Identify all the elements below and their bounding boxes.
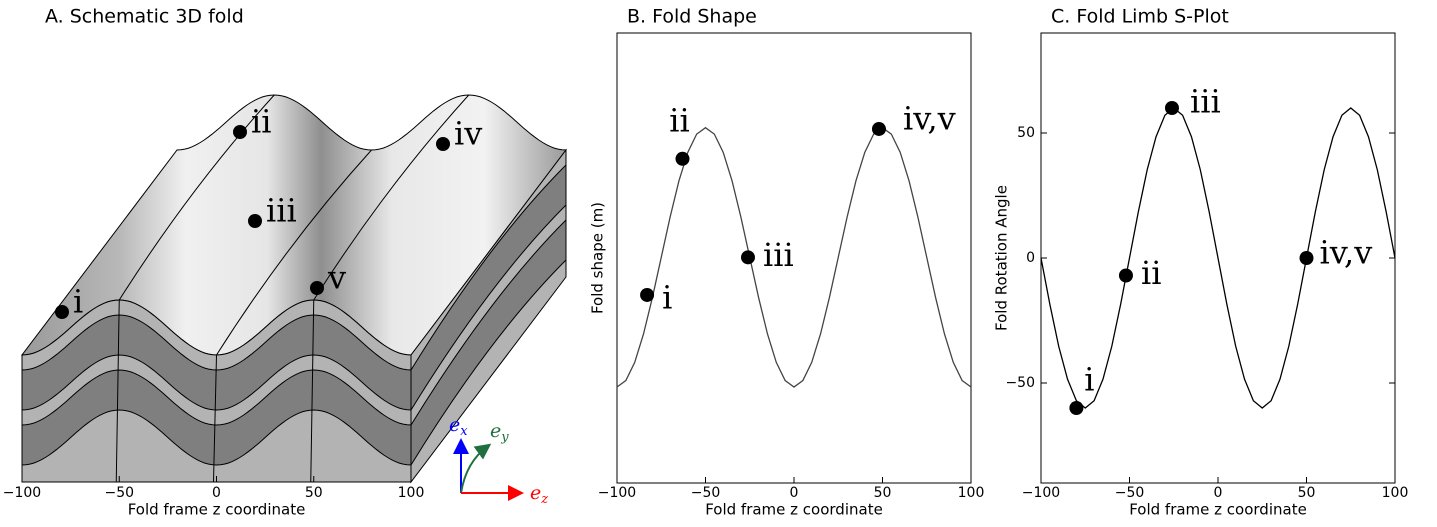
data-line [1040, 107, 1396, 409]
x-tick-label: 50 [1298, 485, 1316, 501]
point-marker [1299, 251, 1314, 265]
x-tick-label: 50 [874, 485, 892, 501]
x-axis-label: Fold frame z coordinate [1129, 501, 1307, 519]
point-label: iii [763, 236, 794, 274]
point-label: i [662, 278, 672, 316]
panel-title: C. Fold Limb S-Plot [1051, 6, 1229, 28]
hinge-line [118, 94, 275, 301]
point-label: ii [669, 101, 689, 139]
point-label: v [327, 259, 346, 297]
frame-subscript: x [460, 424, 468, 439]
fold-front-layer [21, 314, 412, 411]
frame-label: ey [490, 420, 509, 445]
point-marker [740, 250, 755, 265]
x-tick-label: −50 [691, 485, 721, 501]
point-label: iv,v [1320, 234, 1373, 272]
schematic-fold [20, 94, 567, 484]
frame-arrow-y [460, 443, 492, 494]
x-tick-label: −100 [3, 485, 41, 501]
point-label: i [1084, 361, 1094, 399]
point-label: i [73, 283, 83, 321]
point-marker [436, 137, 450, 151]
panel-title: A. Schematic 3D fold [45, 6, 244, 28]
hinge-line [216, 149, 372, 356]
x-tick-label: −50 [104, 485, 134, 501]
hinge-line [313, 94, 470, 301]
point-marker [640, 287, 655, 302]
panel-title: B. Fold Shape [627, 6, 757, 28]
x-tick-label: 50 [305, 485, 323, 501]
front-hinge-line [213, 354, 217, 483]
point-marker [1069, 401, 1084, 415]
point-marker [675, 151, 690, 166]
point-label: ii [251, 103, 271, 141]
point-marker [310, 281, 324, 295]
y-axis-label: Fold shape (m) [589, 202, 607, 314]
fold-front-layer [21, 369, 412, 466]
point-label: iii [266, 192, 297, 230]
frame-subscript: y [500, 430, 509, 445]
x-tick-label: −50 [1115, 485, 1145, 501]
fold-right-layer [410, 163, 567, 412]
x-axis-label: Fold frame z coordinate [705, 501, 883, 519]
y-axis-label: Fold Rotation Angle [993, 185, 1011, 331]
front-hinge-line [115, 299, 120, 483]
x-axis-label: Fold frame z coordinate [128, 501, 306, 519]
y-tick-label: −50 [1005, 375, 1035, 391]
point-label: iv [454, 115, 482, 153]
point-label: iv,v [903, 99, 956, 137]
data-line [616, 126, 972, 388]
point-label: iii [1190, 83, 1221, 121]
x-tick-label: 100 [1382, 485, 1409, 501]
y-tick-label: 0 [1026, 250, 1035, 266]
x-tick-label: 0 [212, 485, 221, 501]
frame-subscript: z [540, 492, 548, 507]
front-hinge-line [310, 299, 315, 483]
point-label: ii [1141, 254, 1161, 292]
frame-symbol: e [490, 420, 501, 442]
y-tick-label: 50 [1017, 125, 1035, 141]
point-marker [871, 121, 886, 136]
fold-right-layer [410, 218, 567, 467]
x-tick-label: 100 [958, 485, 985, 501]
x-tick-label: 0 [1214, 485, 1223, 501]
point-marker [1118, 268, 1133, 283]
x-tick-label: −100 [1022, 485, 1060, 501]
point-marker [1164, 101, 1179, 115]
point-marker [248, 214, 262, 228]
x-tick-label: 0 [790, 485, 799, 501]
frame-symbol: e [530, 482, 541, 504]
x-tick-label: −100 [598, 485, 636, 501]
frame-symbol: e [449, 414, 460, 436]
point-marker [55, 305, 69, 319]
frame-label: ez [530, 482, 548, 507]
point-marker [233, 125, 247, 139]
x-tick-label: 100 [398, 485, 425, 501]
frame-label: ex [449, 414, 468, 439]
